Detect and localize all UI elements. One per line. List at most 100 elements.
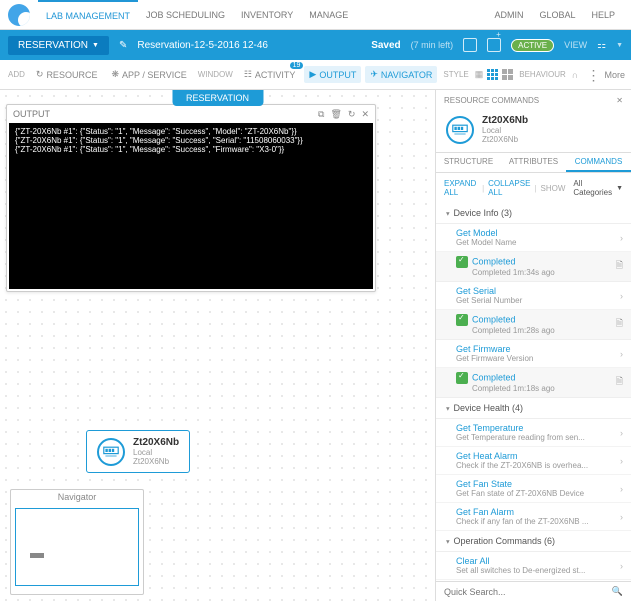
behaviour-label: BEHAVIOUR: [519, 70, 566, 79]
nav-admin[interactable]: ADMIN: [486, 0, 531, 30]
chevron-right-icon: ›: [620, 428, 623, 438]
nav-job-scheduling[interactable]: JOB SCHEDULING: [138, 0, 233, 30]
card-sub: Zt20X6Nb: [133, 457, 179, 466]
command-item[interactable]: Path AX-BY›: [436, 580, 631, 581]
chevron-right-icon: ›: [620, 484, 623, 494]
navigator-marker: [30, 553, 44, 558]
command-group[interactable]: Operation Commands (6): [436, 531, 631, 552]
check-icon: [456, 314, 468, 326]
add-resource-button[interactable]: ↻ RESOURCE: [31, 66, 103, 83]
chevron-right-icon: ›: [620, 561, 623, 571]
activity-button[interactable]: ☷ACTIVITY19: [239, 66, 301, 83]
right-panel: RESOURCE COMMANDS ✕ Zt20X6Nb Local Zt20X…: [435, 90, 631, 601]
toolbar: ADD ↻ RESOURCE ❋ APP / SERVICE WINDOW ☷A…: [0, 60, 631, 90]
command-item[interactable]: Get TemperatureGet Temperature reading f…: [436, 419, 631, 447]
command-item[interactable]: Get FirmwareGet Firmware Version›: [436, 340, 631, 368]
top-nav: LAB MANAGEMENT JOB SCHEDULING INVENTORY …: [0, 0, 631, 30]
edit-icon[interactable]: ✎: [119, 40, 127, 51]
add-label: ADD: [8, 70, 25, 79]
tab-structure[interactable]: STRUCTURE: [436, 153, 501, 172]
rp-device-loc: Local: [482, 126, 528, 135]
tab-commands[interactable]: COMMANDS: [566, 153, 631, 172]
output-button[interactable]: ▶ OUTPUT: [304, 66, 361, 83]
reservation-tab[interactable]: RESERVATION: [172, 90, 263, 106]
close-panel-icon[interactable]: ✕: [616, 96, 623, 105]
rp-device-icon: [446, 116, 474, 144]
logo-icon: [8, 4, 30, 26]
nav-inventory[interactable]: INVENTORY: [233, 0, 301, 30]
navigator-panel: Navigator: [10, 489, 144, 595]
nav-global[interactable]: GLOBAL: [531, 0, 583, 30]
status-badge: ACTIVE: [511, 39, 554, 52]
add-appservice-button[interactable]: ❋ APP / SERVICE: [106, 66, 191, 83]
chevron-right-icon: ›: [620, 456, 623, 466]
chevron-down-icon[interactable]: ▼: [616, 185, 623, 192]
chevron-right-icon: ›: [620, 291, 623, 301]
trash-icon[interactable]: 🗑: [330, 109, 341, 120]
rp-device-name: Zt20X6Nb: [482, 115, 528, 126]
device-icon: [97, 438, 125, 466]
command-group[interactable]: Device Health (4): [436, 398, 631, 419]
output-title: OUTPUT: [13, 109, 50, 119]
blue-bar: RESERVATION▼ ✎ Reservation-12-5-2016 12-…: [0, 30, 631, 60]
window-label: WINDOW: [198, 70, 233, 79]
nav-manage[interactable]: MANAGE: [301, 0, 356, 30]
canvas[interactable]: RESERVATION OUTPUT ⧉ 🗑 ↻ ✕ {"ZT-20X6Nb #…: [0, 90, 435, 601]
saved-label: Saved: [371, 40, 400, 51]
show-label: SHOW: [540, 184, 565, 193]
check-icon: [456, 256, 468, 268]
expiry-label: (7 min left): [411, 40, 454, 50]
card-name: Zt20X6Nb: [133, 437, 179, 448]
navigator-viewport[interactable]: [15, 508, 139, 586]
collapse-all-link[interactable]: COLLAPSE ALL: [488, 179, 530, 197]
large-grid-icon[interactable]: [502, 69, 513, 80]
rp-device-sub: Zt20X6Nb: [482, 135, 528, 144]
refresh-icon[interactable]: ↻: [348, 109, 356, 120]
categories-dropdown[interactable]: All Categories: [573, 179, 612, 197]
reservation-title: Reservation-12-5-2016 12-46: [137, 40, 268, 51]
extend-icon[interactable]: [463, 38, 477, 52]
command-item[interactable]: Get SerialGet Serial Number›: [436, 282, 631, 310]
quick-search-input[interactable]: [444, 587, 612, 597]
rp-header: RESOURCE COMMANDS: [444, 96, 539, 105]
expand-all-link[interactable]: EXPAND ALL: [444, 179, 478, 197]
chevron-right-icon: ›: [620, 233, 623, 243]
command-completed: CompletedCompleted 1m:28s ago🗎: [436, 310, 631, 340]
topology-icon[interactable]: ⚏: [597, 40, 606, 51]
reservation-dropdown[interactable]: RESERVATION▼: [8, 36, 109, 55]
copy-icon[interactable]: ⧉: [318, 109, 324, 120]
command-completed: CompletedCompleted 1m:34s ago🗎: [436, 252, 631, 282]
list-view-icon[interactable]: ▦: [475, 69, 484, 80]
document-icon[interactable]: 🗎: [616, 316, 623, 332]
nav-help[interactable]: HELP: [583, 0, 623, 30]
command-group[interactable]: Device Info (3): [436, 203, 631, 224]
activity-badge: 19: [290, 62, 304, 69]
command-item[interactable]: Clear AllSet all switches to De-energize…: [436, 552, 631, 580]
duplicate-icon[interactable]: [487, 38, 501, 52]
command-completed: CompletedCompleted 1m:18s ago🗎: [436, 368, 631, 398]
card-location: Local: [133, 448, 179, 457]
magnet-icon[interactable]: ∩: [572, 70, 578, 80]
chevron-down-icon[interactable]: ▼: [616, 42, 623, 49]
command-item[interactable]: Get ModelGet Model Name›: [436, 224, 631, 252]
grid-view-icon[interactable]: [487, 69, 498, 80]
more-label[interactable]: More: [604, 70, 625, 80]
nav-lab-management[interactable]: LAB MANAGEMENT: [38, 0, 138, 30]
resource-card[interactable]: Zt20X6Nb Local Zt20X6Nb: [86, 430, 190, 473]
style-label: STYLE: [443, 70, 468, 79]
view-label: VIEW: [564, 40, 587, 50]
more-icon[interactable]: ⋮: [586, 71, 600, 79]
command-item[interactable]: Get Fan AlarmCheck if any fan of the ZT-…: [436, 503, 631, 531]
chevron-right-icon: ›: [620, 349, 623, 359]
command-item[interactable]: Get Heat AlarmCheck if the ZT-20X6NB is …: [436, 447, 631, 475]
command-item[interactable]: Get Fan StateGet Fan state of ZT-20X6NB …: [436, 475, 631, 503]
close-icon[interactable]: ✕: [361, 109, 369, 120]
check-icon: [456, 372, 468, 384]
document-icon[interactable]: 🗎: [616, 374, 623, 390]
document-icon[interactable]: 🗎: [616, 258, 623, 274]
command-list: Device Info (3)Get ModelGet Model Name›C…: [436, 203, 631, 581]
search-icon[interactable]: 🔍: [612, 586, 623, 597]
tab-attributes[interactable]: ATTRIBUTES: [501, 153, 566, 172]
navigator-button[interactable]: ✈ NAVIGATOR: [365, 66, 437, 83]
chevron-right-icon: ›: [620, 512, 623, 522]
